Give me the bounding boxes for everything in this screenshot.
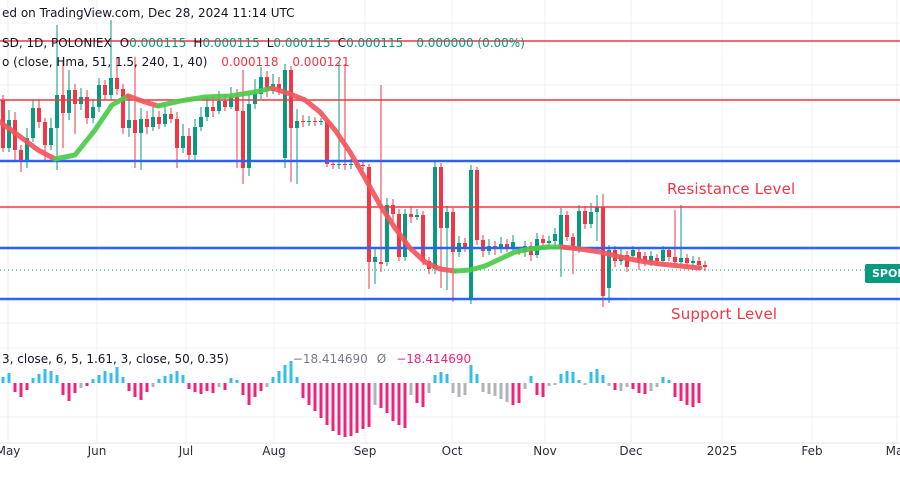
symbol-name: SD, 1D, POLONIEX [2,36,112,50]
symbol-line: SD, 1D, POLONIEX O0.000115 H0.000115 L0.000… [2,36,525,50]
x-axis-label: Feb [801,444,823,458]
resistance-level-label: Resistance Level [667,180,796,198]
lower-indicator-value-pink: −18.414690 [396,352,472,366]
ohlc-item: L0.000115 [266,36,331,50]
lower-indicator-line: 3, close, 6, 5, 1.61, 3, close, 50, 0.35… [2,352,471,366]
hma-indicator-line: o (close, Hma, 51, 1.5, 240, 1, 40) 0.00… [2,55,350,69]
x-axis-label: Oct [441,444,463,458]
support-level-label: Support Level [671,305,778,323]
x-axis-label: Aug [262,444,286,458]
x-axis-label: Nov [533,444,557,458]
lower-indicator-value-gray: −18.414690 [292,352,368,366]
x-axis-label: Dec [619,444,643,458]
hma-value-1: 0.000118 [221,55,279,69]
x-axis-label: Sep [353,444,377,458]
x-axis-label: Mar [885,444,900,458]
change-value: 0.000000 (0.00%) [416,36,525,50]
x-axis-label: Jul [178,444,194,458]
phi-symbol: Ø [376,352,387,366]
lower-indicator-params: 3, close, 6, 5, 1.61, 3, close, 50, 0.35… [2,352,229,366]
ohlc-item: C0.000115 [337,36,404,50]
x-axis-label: May [0,444,21,458]
ohlc-item: O0.000115 [119,36,187,50]
price-badge-wrap: SPONG [865,262,900,283]
published-line: ed on TradingView.com, Dec 28, 2024 11:1… [2,6,295,20]
time-axis[interactable]: May Jun Jul Aug Sep Oct Nov Dec 2025 Feb Mar [0,444,900,460]
current-price-badge: SPONG [865,264,900,283]
x-axis-label: 2025 [706,444,738,458]
hma-value-2: 0.000121 [292,55,350,69]
x-axis-label: Jun [87,444,107,458]
ohlc-values: O0.000115 H0.000115 L0.000115 C0.000115 [120,36,411,50]
hma-indicator-name: o (close, Hma, 51, 1.5, 240, 1, 40) [2,55,208,69]
ohlc-item: H0.000115 [193,36,260,50]
